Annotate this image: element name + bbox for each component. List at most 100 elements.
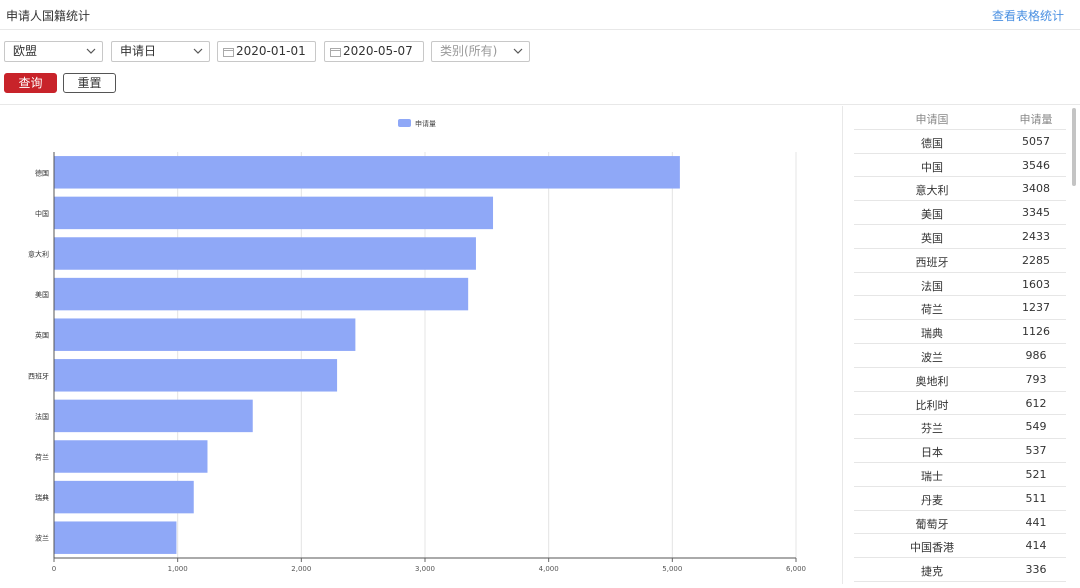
table-cell-country: 德国 [921, 136, 943, 150]
bar-chart: 申请量 德国 中国 意大利 美国 英国 西班牙 法国 荷兰 瑞典 波兰 0 1,000 2,000 3,… [0, 106, 842, 584]
table-row: 波兰 986 [854, 344, 1066, 368]
start-date-input[interactable]: 2020-01-01 [217, 41, 316, 62]
chevron-down-icon [513, 48, 523, 54]
table-cell-count: 441 [1025, 515, 1047, 529]
table-cell-count: 537 [1025, 444, 1047, 458]
y-category-label: 荷兰 [35, 453, 49, 462]
table-cell-country: 捷克 [921, 565, 943, 579]
bar[interactable] [54, 480, 194, 514]
table-cell-country: 葡萄牙 [915, 517, 949, 531]
y-category-label: 美国 [35, 290, 49, 299]
table-cell-count: 414 [1025, 539, 1047, 553]
table-cell-count: 3546 [1022, 158, 1050, 172]
table-cell-country: 英国 [921, 231, 943, 245]
table-cell-count: 612 [1025, 396, 1047, 410]
y-category-label: 瑞典 [35, 493, 49, 502]
table-cell-count: 1603 [1022, 277, 1050, 291]
bar[interactable] [54, 277, 469, 311]
table-row: 意大利 3408 [854, 177, 1066, 202]
date-type-select[interactable]: 申请日 [111, 41, 210, 62]
bar[interactable] [54, 521, 177, 554]
header-bar: 申请人国籍统计 查看表格统计 [0, 0, 1080, 30]
end-date-input[interactable]: 2020-05-07 [324, 41, 424, 62]
category-select-placeholder: 类别(所有) [440, 44, 498, 58]
table-cell-count: 5057 [1022, 134, 1050, 148]
date-type-select-value: 申请日 [120, 44, 157, 58]
query-button[interactable]: 查询 [4, 73, 57, 93]
legend-label: 申请量 [415, 119, 436, 128]
bar[interactable] [54, 399, 253, 433]
table-row: 捷克 336 [854, 558, 1066, 582]
table-header: 申请国 申请量 [854, 106, 1066, 130]
start-date-value: 2020-01-01 [236, 44, 306, 58]
table-cell-count: 1237 [1022, 301, 1050, 315]
table-cell-count: 511 [1025, 491, 1047, 505]
table-cell-count: 986 [1025, 348, 1047, 362]
table-cell-country: 芬兰 [921, 422, 943, 436]
table-row: 德国 5057 [854, 130, 1066, 154]
x-tick-label: 4,000 [539, 565, 559, 573]
region-select[interactable]: 欧盟 [4, 41, 103, 62]
y-category-label: 中国 [35, 209, 49, 218]
table-cell-count: 3345 [1022, 206, 1050, 220]
table-row: 奥地利 793 [854, 368, 1066, 392]
table-scrollbar-thumb[interactable] [1072, 108, 1076, 186]
bar[interactable] [54, 237, 476, 270]
table-cell-country: 法国 [921, 279, 943, 293]
table-row: 葡萄牙 441 [854, 511, 1066, 535]
table-row: 西班牙 2285 [854, 249, 1066, 273]
table-cell-country: 意大利 [915, 184, 949, 198]
table-row: 荷兰 1237 [854, 296, 1066, 321]
data-table: 申请国 申请量 德国 5057 中国 3546 意大利 3408 美国 3345 英国 2433 西… [854, 106, 1066, 584]
bar[interactable] [54, 440, 208, 473]
table-cell-country: 荷兰 [921, 303, 943, 317]
view-table-link[interactable]: 查看表格统计 [991, 9, 1064, 23]
reset-button[interactable]: 重置 [63, 73, 116, 93]
table-row: 比利时 612 [854, 392, 1066, 416]
table-cell-country: 波兰 [921, 350, 943, 364]
bar[interactable] [54, 359, 338, 392]
table-cell-country: 中国 [921, 160, 943, 174]
table-row: 丹麦 511 [854, 487, 1066, 511]
category-select[interactable]: 类别(所有) [431, 41, 530, 62]
page-title: 申请人国籍统计 [6, 9, 91, 23]
table-cell-count: 336 [1025, 563, 1047, 577]
x-tick-label: 2,000 [291, 565, 311, 573]
table-row: 瑞典 1126 [854, 320, 1066, 344]
table-row: 英国 2433 [854, 225, 1066, 249]
chevron-down-icon [193, 48, 203, 54]
y-category-label: 西班牙 [28, 371, 49, 380]
table-row: 日本 537 [854, 439, 1066, 463]
table-cell-count: 549 [1025, 420, 1047, 434]
table-cell-country: 比利时 [915, 398, 949, 412]
bar[interactable] [54, 156, 680, 189]
end-date-value: 2020-05-07 [343, 44, 413, 58]
bar[interactable] [54, 318, 356, 351]
table-header-count: 申请量 [1019, 113, 1053, 126]
x-tick-label: 5,000 [662, 565, 682, 573]
x-tick-label: 6,000 [786, 565, 806, 573]
filter-bar: 欧盟 申请日 2020-01-01 2020-05-07 类别(所有) 查询 重… [0, 30, 1080, 105]
table-cell-count: 521 [1025, 467, 1047, 481]
y-category-label: 波兰 [35, 534, 49, 543]
table-cell-country: 瑞典 [921, 327, 943, 341]
y-category-label: 法国 [35, 412, 49, 421]
table-row: 中国 3546 [854, 154, 1066, 178]
table-cell-country: 美国 [921, 208, 943, 222]
x-tick-label: 3,000 [415, 565, 435, 573]
calendar-icon [223, 48, 234, 57]
table-cell-country: 奥地利 [915, 374, 949, 388]
table-row: 瑞士 521 [854, 463, 1066, 487]
table-cell-country: 日本 [921, 446, 943, 460]
y-category-label: 意大利 [28, 250, 49, 259]
table-cell-country: 瑞士 [921, 469, 943, 483]
legend-swatch [398, 119, 411, 127]
y-category-label: 英国 [35, 331, 49, 340]
y-category-label: 德国 [35, 168, 49, 177]
bar[interactable] [54, 196, 494, 230]
table-row: 芬兰 549 [854, 415, 1066, 440]
table-cell-count: 2285 [1022, 253, 1050, 267]
table-cell-count: 1126 [1022, 325, 1050, 339]
table-row: 法国 1603 [854, 273, 1066, 297]
panel-divider [842, 106, 843, 584]
